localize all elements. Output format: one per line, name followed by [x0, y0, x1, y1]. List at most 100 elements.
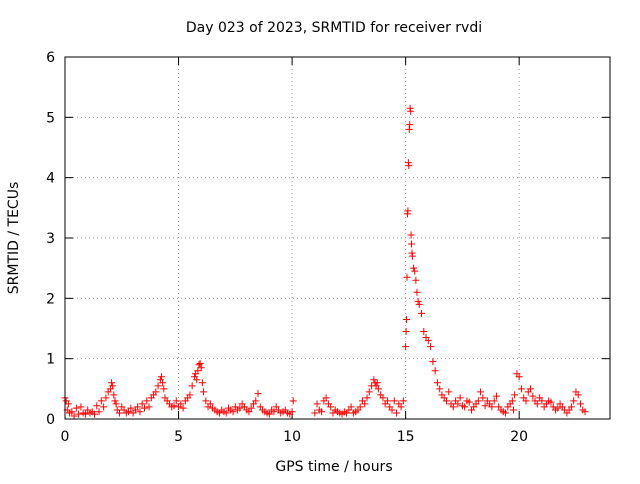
data-point	[160, 385, 168, 393]
data-point	[170, 402, 178, 410]
y-tick-label: 6	[46, 50, 55, 66]
data-point	[373, 379, 381, 387]
data-point	[197, 364, 205, 372]
data-point	[418, 309, 426, 317]
data-point	[254, 390, 262, 398]
data-point	[454, 400, 462, 408]
data-point	[410, 264, 418, 272]
data-points	[61, 104, 589, 420]
data-point	[270, 408, 278, 416]
x-tick-label: 15	[397, 429, 415, 445]
data-point	[567, 403, 575, 411]
data-point	[370, 376, 378, 384]
data-point	[202, 397, 210, 405]
data-point	[313, 400, 321, 408]
data-point	[408, 240, 416, 248]
data-point	[154, 382, 162, 390]
data-point	[361, 400, 369, 408]
data-point	[363, 394, 371, 402]
data-point	[75, 410, 83, 418]
data-point	[102, 394, 110, 402]
data-point	[445, 388, 453, 396]
y-tick-label: 0	[46, 412, 55, 428]
data-point	[527, 385, 535, 393]
grid	[65, 57, 610, 419]
data-point	[188, 382, 196, 390]
data-point	[152, 388, 160, 396]
data-point	[125, 408, 133, 416]
data-point	[93, 402, 101, 410]
data-point	[511, 391, 519, 399]
data-point	[411, 267, 419, 275]
y-tick-label: 5	[46, 110, 55, 126]
data-point	[379, 394, 387, 402]
data-point	[177, 400, 185, 408]
data-point	[429, 358, 437, 366]
data-point	[449, 403, 457, 411]
y-tick-label: 2	[46, 291, 55, 307]
data-point	[412, 276, 420, 284]
data-point	[134, 403, 142, 411]
data-point	[403, 315, 411, 323]
data-point	[397, 403, 405, 411]
data-point	[427, 343, 435, 351]
data-point	[140, 404, 148, 412]
data-point	[547, 398, 555, 406]
data-point	[481, 402, 489, 410]
data-point	[347, 403, 355, 411]
data-point	[533, 400, 541, 408]
data-point	[200, 388, 208, 396]
data-point	[289, 397, 297, 405]
data-point	[198, 379, 206, 387]
data-point	[490, 397, 498, 405]
data-point	[570, 397, 578, 405]
data-point	[517, 385, 525, 393]
x-tick-label: 0	[61, 429, 70, 445]
data-point	[265, 410, 273, 418]
data-point	[318, 408, 326, 416]
data-point	[179, 404, 187, 412]
data-point	[193, 376, 201, 384]
data-point	[529, 392, 537, 400]
data-point	[158, 373, 166, 381]
data-point	[402, 328, 410, 336]
data-point	[474, 397, 482, 405]
data-point	[136, 408, 144, 416]
data-point	[404, 207, 412, 215]
data-point	[143, 397, 151, 405]
data-point	[433, 379, 441, 387]
data-point	[465, 398, 473, 406]
data-point	[288, 408, 296, 416]
data-point	[236, 404, 244, 412]
x-tick-label: 20	[510, 429, 528, 445]
data-point	[245, 408, 253, 416]
data-point	[77, 403, 85, 411]
data-point	[407, 231, 415, 239]
data-point	[100, 403, 108, 411]
data-point	[222, 409, 230, 417]
plot-frame	[64, 56, 611, 420]
data-point	[488, 403, 496, 411]
data-point	[509, 406, 517, 414]
data-point	[403, 273, 411, 281]
data-point	[206, 400, 214, 408]
data-point	[492, 392, 500, 400]
data-point	[112, 400, 120, 408]
data-point	[479, 394, 487, 402]
data-point	[172, 397, 180, 405]
data-point	[388, 406, 396, 414]
data-point	[436, 385, 444, 393]
y-tick-label: 3	[46, 231, 55, 247]
data-point	[406, 121, 414, 129]
x-tick-label: 5	[174, 429, 183, 445]
data-point	[477, 388, 485, 396]
data-point	[538, 397, 546, 405]
data-point	[390, 397, 398, 405]
data-point	[383, 397, 391, 405]
data-point	[91, 410, 99, 418]
data-point	[502, 409, 510, 417]
data-point	[97, 397, 105, 405]
chart-title: Day 023 of 2023, SRMTID for receiver rvd…	[186, 20, 482, 36]
data-point	[111, 397, 119, 405]
